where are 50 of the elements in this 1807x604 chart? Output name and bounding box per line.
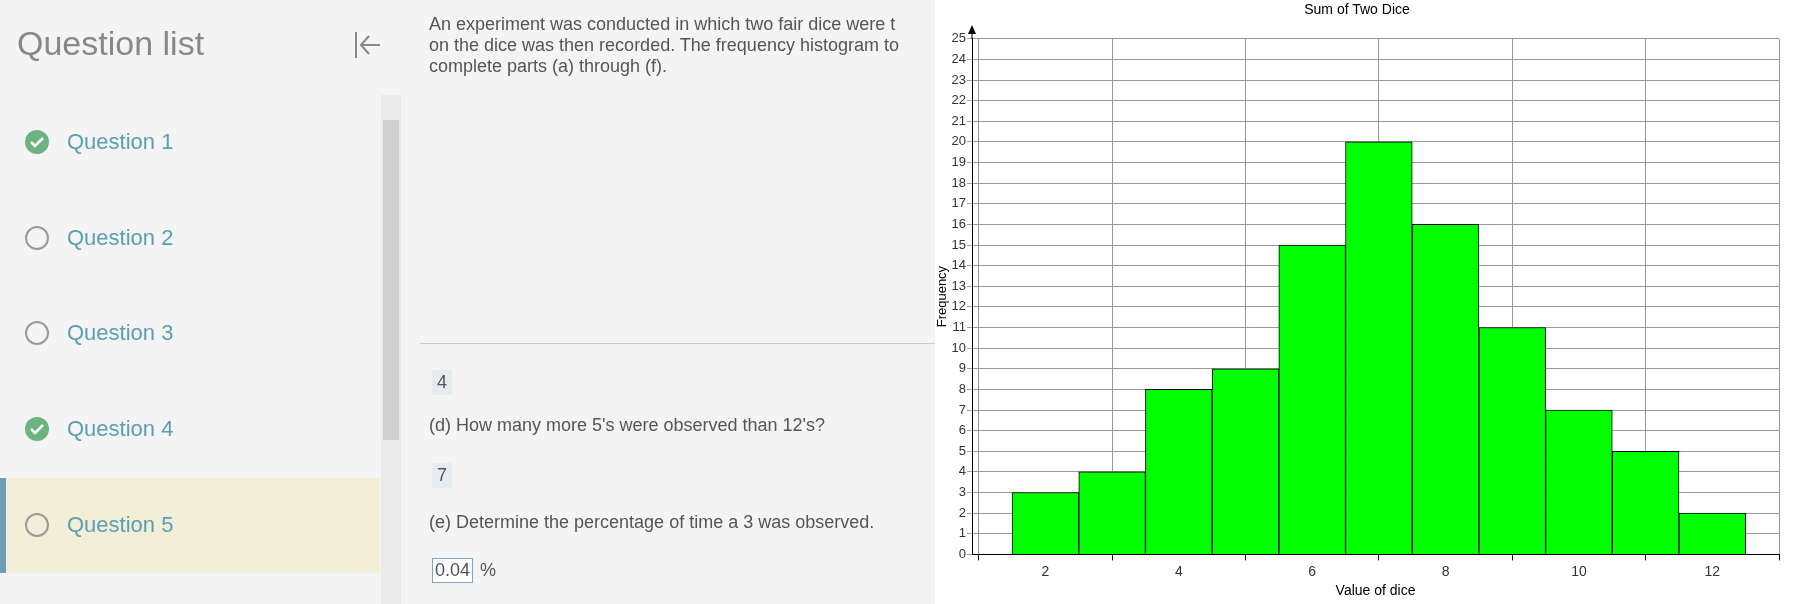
y-tick-label: 25 — [951, 30, 967, 46]
y-tick-label: 17 — [951, 195, 967, 211]
y-tick-label: 0 — [958, 545, 967, 561]
x-tick-label: 10 — [1571, 562, 1587, 579]
text: An experiment was conducted in which two fair dice were t — [429, 14, 896, 35]
y-tick-label: 2 — [958, 504, 967, 520]
text: (e) Determine the percentage of time a 3 was observed. — [429, 512, 875, 533]
x-tick-label: 12 — [1704, 562, 1721, 579]
y-tick-label: 5 — [958, 442, 967, 458]
y-tick-label: 3 — [958, 484, 967, 500]
x-tick-label: 4 — [1174, 562, 1183, 579]
text: Question 1 — [67, 129, 174, 155]
y-axis-title: Frequency — [934, 265, 950, 328]
text: % — [480, 560, 497, 581]
text: Question list — [17, 24, 205, 63]
y-tick-label: 1 — [958, 525, 967, 541]
y-tick-label: 4 — [958, 463, 967, 479]
y-tick-label: 10 — [951, 339, 967, 355]
y-tick-label: 9 — [958, 360, 967, 376]
y-tick-label: 21 — [951, 112, 967, 128]
x-tick-label: 2 — [1041, 562, 1050, 579]
y-tick-label: 12 — [951, 298, 967, 314]
text: (d) How many more 5's were observed than 12's? — [429, 415, 826, 436]
x-tick-label: 6 — [1308, 562, 1317, 579]
y-tick-label: 11 — [952, 319, 967, 335]
chart-title: Sum of Two Dice — [1304, 1, 1410, 18]
y-tick-label: 7 — [958, 401, 967, 417]
text: Question 5 — [67, 512, 174, 538]
text: 0.04 — [432, 558, 474, 583]
y-tick-label: 18 — [951, 174, 967, 190]
y-tick-label: 15 — [951, 236, 967, 252]
y-tick-label: 24 — [951, 51, 967, 66]
text: Question 4 — [67, 416, 174, 442]
y-tick-label: 16 — [951, 215, 967, 231]
y-tick-label: 20 — [951, 133, 967, 149]
y-tick-label: 6 — [958, 422, 967, 438]
text: 4 — [432, 370, 453, 395]
y-tick-label: 23 — [951, 71, 967, 87]
y-tick-label: 8 — [958, 380, 967, 396]
text: Question 2 — [67, 225, 174, 251]
y-tick-label: 13 — [951, 277, 967, 293]
text: Question 3 — [67, 320, 174, 346]
y-tick-label: 14 — [951, 257, 967, 273]
y-tick-label: 22 — [951, 92, 967, 108]
text: complete parts (a) through (f). — [429, 56, 668, 77]
text: 7 — [432, 463, 453, 488]
x-tick-label: 8 — [1441, 562, 1450, 579]
x-axis-title: Value of dice — [1335, 582, 1416, 599]
y-tick-label: 19 — [951, 154, 967, 170]
text: on the dice was then recorded. The frequency histogram to — [429, 35, 899, 56]
